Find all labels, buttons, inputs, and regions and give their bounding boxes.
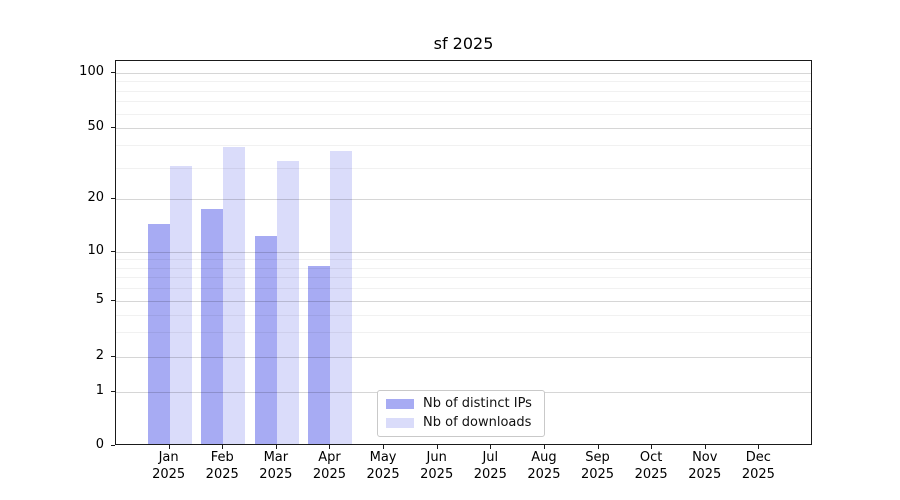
y-tick-0 [111, 445, 115, 446]
x-tick-label-aug: Aug 2025 [514, 449, 574, 483]
x-tick-label-apr: Apr 2025 [299, 449, 359, 483]
bar-downloads-jan [169, 165, 192, 444]
y-tick-label-0: 0 [95, 437, 104, 452]
x-tick-year-aug: 2025 [527, 467, 561, 482]
y-tick-label-100: 100 [79, 64, 104, 79]
x-tick-label-feb: Feb 2025 [192, 449, 252, 483]
legend-label-distinct-ips: Nb of distinct IPs [423, 396, 532, 411]
x-tick-year-jun: 2025 [420, 467, 454, 482]
x-tick-year-jul: 2025 [473, 467, 507, 482]
x-tick-jun [436, 445, 438, 449]
gridline-minor-60 [116, 113, 811, 115]
x-tick-label-jul: Jul 2025 [460, 449, 520, 483]
x-tick-label-mar: Mar 2025 [246, 449, 306, 483]
legend-item-distinct-ips: Nb of distinct IPs [386, 396, 536, 412]
gridline-major-100 [116, 73, 811, 74]
bar-downloads-feb [223, 147, 246, 444]
gridline-major-50 [116, 127, 811, 129]
bar-distinct-ips-apr [308, 265, 331, 444]
bar-distinct-ips-mar [254, 236, 277, 444]
x-tick-label-oct: Oct 2025 [621, 449, 681, 483]
gridline-minor-30 [116, 167, 811, 169]
x-tick-year-jan: 2025 [152, 467, 186, 482]
legend-label-downloads: Nb of downloads [423, 415, 532, 430]
y-tick-1 [111, 390, 115, 392]
y-tick-50 [111, 126, 115, 128]
x-tick-year-apr: 2025 [312, 467, 346, 482]
y-tick-label-1: 1 [95, 382, 104, 398]
y-tick-label-20: 20 [87, 189, 104, 205]
y-tick-2 [111, 355, 115, 357]
x-tick-year-may: 2025 [366, 467, 400, 482]
x-tick-nov [704, 445, 706, 449]
bar-downloads-apr [330, 151, 353, 444]
x-tick-label-dec: Dec 2025 [728, 449, 788, 483]
x-tick-mar [275, 445, 277, 449]
x-tick-sep [597, 445, 599, 449]
x-tick-year-mar: 2025 [259, 467, 293, 482]
x-tick-label-jun: Jun 2025 [407, 449, 467, 483]
x-tick-year-dec: 2025 [741, 467, 775, 482]
y-tick-100 [111, 72, 115, 73]
x-tick-year-sep: 2025 [580, 467, 615, 482]
legend-item-downloads: Nb of downloads [386, 415, 536, 431]
plot-area [115, 60, 812, 445]
y-tick-label-10: 10 [87, 242, 104, 258]
x-tick-apr [329, 445, 331, 449]
y-tick-label-5: 5 [95, 292, 104, 307]
x-tick-label-may: May 2025 [353, 449, 413, 483]
x-tick-label-nov: Nov 2025 [675, 449, 735, 483]
x-tick-label-jan: Jan 2025 [139, 449, 199, 483]
x-tick-jul [490, 445, 492, 449]
bar-downloads-mar [276, 160, 299, 444]
y-tick-label-50: 50 [87, 118, 104, 134]
x-tick-year-feb: 2025 [205, 467, 239, 482]
gridline-minor-90 [116, 81, 811, 83]
gridline-minor-80 [116, 90, 811, 92]
x-tick-dec [758, 445, 760, 449]
y-tick-20 [111, 197, 115, 199]
x-tick-year-oct: 2025 [634, 467, 668, 482]
legend-swatch-downloads [386, 418, 414, 428]
gridline-major-20 [116, 198, 811, 200]
gridline-minor-40 [116, 145, 811, 147]
gridline-minor-70 [116, 101, 811, 103]
legend: Nb of distinct IPs Nb of downloads [377, 390, 545, 437]
chart-title: sf 2025 [433, 34, 494, 53]
x-tick-year-nov: 2025 [688, 467, 722, 482]
y-tick-5 [111, 300, 115, 301]
y-tick-label-2: 2 [95, 347, 104, 363]
x-tick-jan [168, 445, 170, 449]
x-tick-label-sep: Sep 2025 [568, 449, 628, 483]
legend-swatch-distinct-ips [386, 399, 414, 409]
x-tick-aug [543, 445, 545, 449]
x-tick-may [383, 445, 385, 449]
x-tick-feb [222, 445, 224, 449]
x-tick-oct [651, 445, 653, 449]
bar-distinct-ips-feb [201, 209, 224, 444]
bar-distinct-ips-jan [147, 224, 170, 444]
y-tick-10 [111, 250, 115, 252]
